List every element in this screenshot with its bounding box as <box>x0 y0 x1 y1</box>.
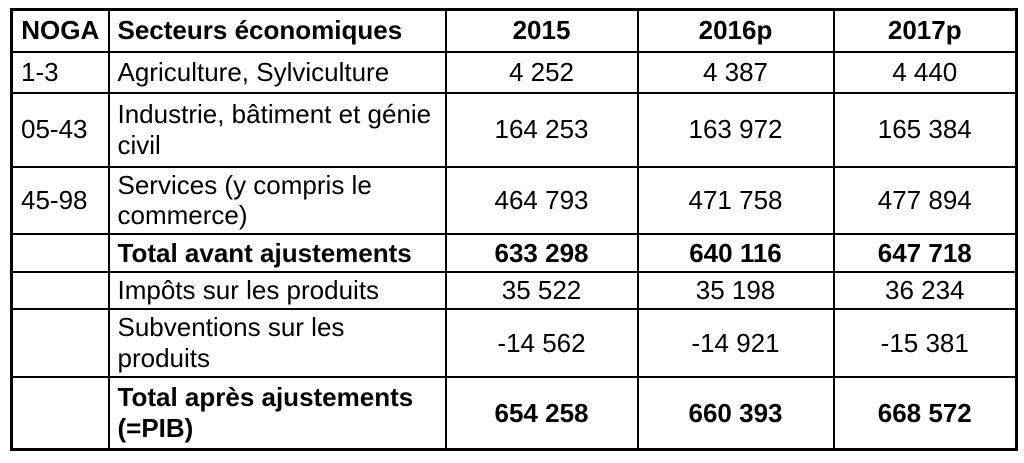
cell-sector: Total avant ajustements <box>107 232 447 273</box>
cell-sector: Subventions sur les produits <box>107 307 447 378</box>
cell-2015: 633 298 <box>444 232 639 273</box>
cell-2017: 477 894 <box>832 165 1018 235</box>
cell-noga <box>10 270 110 310</box>
page: NOGA Secteurs économiques 2015 2016p 201… <box>10 8 1018 452</box>
cell-2017: 647 718 <box>832 232 1018 273</box>
table-row-services: 45-98 Services (y compris le commerce) 4… <box>10 165 1018 235</box>
header-cell-2015: 2015 <box>444 8 639 53</box>
header-cell-2017p: 2017p <box>832 8 1018 53</box>
cell-2016: 640 116 <box>636 232 835 273</box>
cell-sector: Impôts sur les produits <box>107 270 447 310</box>
table-row-total-avant-ajustements: Total avant ajustements 633 298 640 116 … <box>10 232 1018 273</box>
cell-2015: 4 252 <box>444 50 639 94</box>
cell-2015: -14 562 <box>444 307 639 378</box>
cell-2017: 668 572 <box>832 375 1018 451</box>
cell-2016: 660 393 <box>636 375 835 451</box>
cell-sector: Industrie, bâtiment et génie civil <box>107 91 447 168</box>
cell-sector: Agriculture, Sylviculture <box>107 50 447 94</box>
table-row-total-apres-ajustements-pib: Total après ajustements (=PIB) 654 258 6… <box>10 375 1018 451</box>
cell-2016: -14 921 <box>636 307 835 378</box>
cell-sector: Services (y compris le commerce) <box>107 165 447 235</box>
header-cell-sector: Secteurs économiques <box>107 8 447 53</box>
cell-2016: 163 972 <box>636 91 835 168</box>
cell-2017: 36 234 <box>832 270 1018 310</box>
cell-2017: 4 440 <box>832 50 1018 94</box>
table-row-agriculture: 1-3 Agriculture, Sylviculture 4 252 4 38… <box>10 50 1018 94</box>
cell-noga: 1-3 <box>10 50 110 94</box>
cell-noga <box>10 375 110 451</box>
table-header-row: NOGA Secteurs économiques 2015 2016p 201… <box>10 8 1018 53</box>
cell-2015: 654 258 <box>444 375 639 451</box>
cell-noga <box>10 307 110 378</box>
gdp-by-sector-table: NOGA Secteurs économiques 2015 2016p 201… <box>10 8 1018 452</box>
table-row-impots: Impôts sur les produits 35 522 35 198 36… <box>10 270 1018 310</box>
cell-2016: 471 758 <box>636 165 835 235</box>
header-cell-noga: NOGA <box>10 8 110 53</box>
cell-2015: 464 793 <box>444 165 639 235</box>
header-cell-2016p: 2016p <box>636 8 835 53</box>
cell-2017: 165 384 <box>832 91 1018 168</box>
table-row-subventions: Subventions sur les produits -14 562 -14… <box>10 307 1018 378</box>
cell-2017: -15 381 <box>832 307 1018 378</box>
table-row-industrie: 05-43 Industrie, bâtiment et génie civil… <box>10 91 1018 168</box>
cell-noga: 05-43 <box>10 91 110 168</box>
cell-2015: 35 522 <box>444 270 639 310</box>
cell-sector: Total après ajustements (=PIB) <box>107 375 447 451</box>
cell-2016: 35 198 <box>636 270 835 310</box>
cell-noga <box>10 232 110 273</box>
cell-noga: 45-98 <box>10 165 110 235</box>
cell-2016: 4 387 <box>636 50 835 94</box>
cell-2015: 164 253 <box>444 91 639 168</box>
